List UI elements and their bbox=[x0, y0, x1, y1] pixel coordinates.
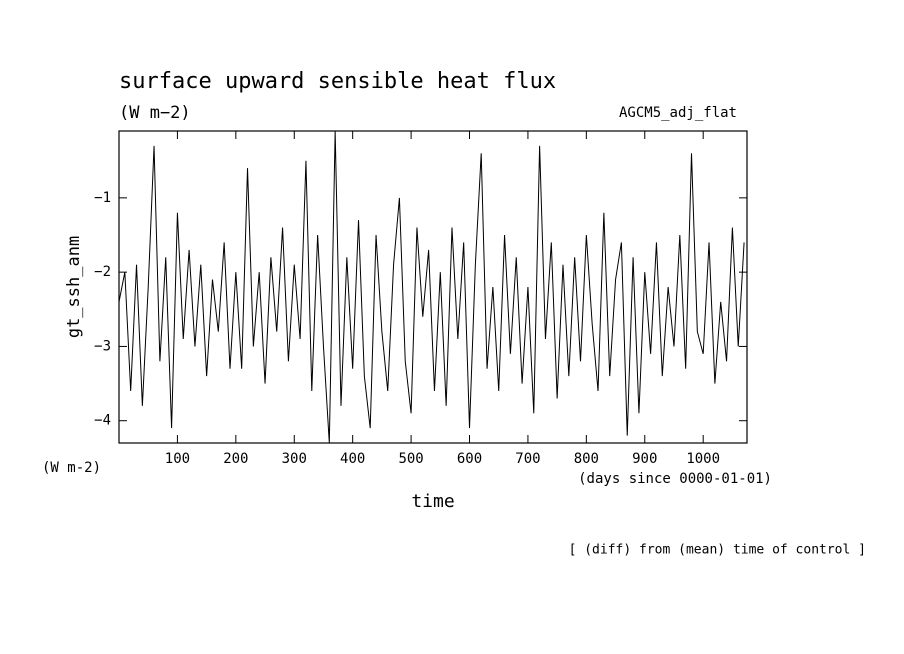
x-tick-label: 800 bbox=[574, 451, 599, 467]
unit-note: (days since 0000-01-01) bbox=[578, 471, 772, 487]
y-tick-label: −2 bbox=[94, 264, 111, 280]
x-tick-label: 500 bbox=[398, 451, 423, 467]
x-tick-label: 700 bbox=[515, 451, 540, 467]
x-axis-label: time bbox=[411, 491, 454, 512]
y-tick-label: −1 bbox=[94, 190, 111, 206]
unit-note: (W m-2) bbox=[42, 460, 101, 476]
x-tick-label: 900 bbox=[632, 451, 657, 467]
footnote: [ (diff) from (mean) time of control ] bbox=[569, 543, 866, 558]
x-tick-label: 300 bbox=[282, 451, 307, 467]
y-tick-label: −3 bbox=[94, 338, 111, 354]
x-tick-label: 600 bbox=[457, 451, 482, 467]
chart-title: surface upward sensible heat flux bbox=[119, 69, 556, 94]
plot-frame bbox=[118, 130, 748, 444]
annotation: AGCM5_adj_flat bbox=[619, 105, 737, 121]
x-tick-label: 100 bbox=[165, 451, 190, 467]
chart-subtitle: (W m−2) bbox=[119, 103, 191, 123]
x-tick-label: 200 bbox=[223, 451, 248, 467]
x-tick-label: 400 bbox=[340, 451, 365, 467]
y-axis-label: gt_ssh_anm bbox=[64, 236, 84, 338]
x-tick-label: 1000 bbox=[686, 451, 720, 467]
y-tick-label: −4 bbox=[94, 413, 111, 429]
data-line bbox=[118, 130, 745, 444]
